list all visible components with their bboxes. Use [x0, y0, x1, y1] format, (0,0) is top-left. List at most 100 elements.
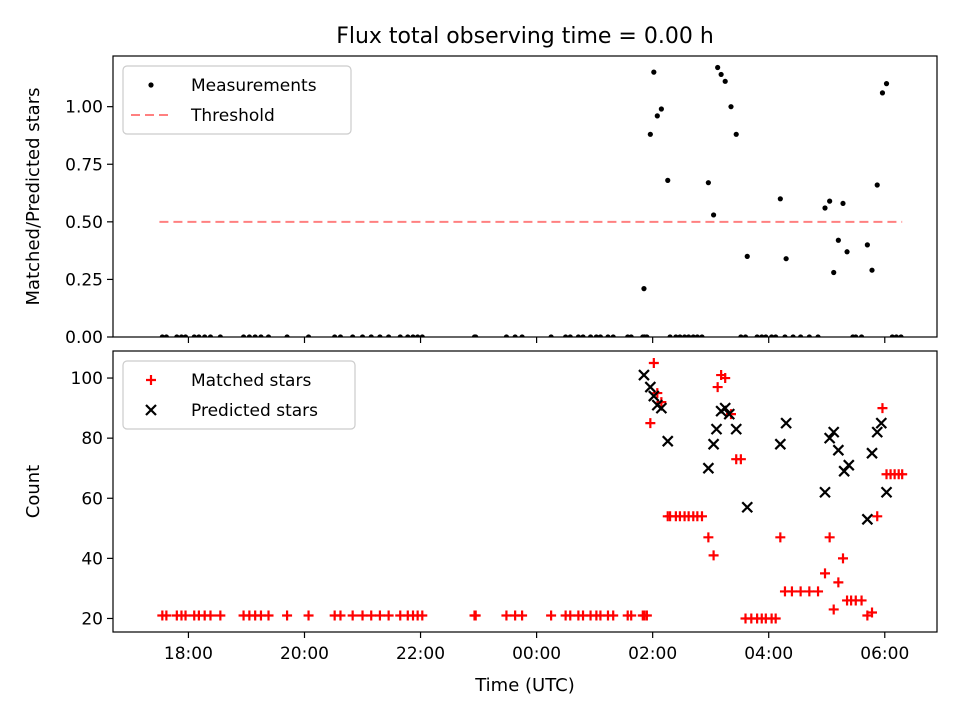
- x-tick-label: 02:00: [628, 644, 677, 664]
- measurements-point: [512, 334, 518, 337]
- measurements-point: [647, 131, 653, 137]
- matched-stars-point: [720, 373, 731, 384]
- measurements-point: [665, 177, 671, 183]
- measurements-point: [874, 182, 880, 188]
- measurements-point: [893, 334, 899, 337]
- legend-swatch: [146, 375, 156, 385]
- y-tick-label: 80: [81, 429, 103, 449]
- predicted-stars-point: [702, 462, 715, 474]
- measurements-point: [710, 212, 717, 218]
- predicted-stars-point: [827, 426, 840, 438]
- measurements-point: [759, 334, 765, 337]
- axes-frame: [112, 55, 938, 338]
- matched-stars-point: [347, 610, 358, 621]
- measurements-point: [798, 334, 804, 337]
- measurements-point: [191, 334, 197, 337]
- matched-stars-point: [366, 610, 377, 621]
- matched-stars-point: [820, 568, 831, 579]
- matched-stars-point: [470, 610, 481, 621]
- measurements-point: [207, 334, 214, 337]
- measurements-point: [782, 334, 788, 337]
- predicted-stars-point: [707, 438, 720, 450]
- measurements-point: [202, 334, 208, 337]
- measurements-point: [699, 334, 705, 337]
- measurements-point: [677, 334, 683, 337]
- predicted-stars-point: [832, 444, 845, 456]
- measurements-point: [567, 334, 573, 337]
- measurements-point: [217, 334, 223, 337]
- matched-stars-point: [383, 610, 394, 621]
- legend-swatch: [148, 82, 154, 88]
- matched-stars-point: [501, 610, 512, 621]
- measurements-point: [587, 334, 594, 337]
- measurements-point: [822, 205, 828, 211]
- matched-stars-point: [335, 610, 346, 621]
- measurements-point: [654, 113, 660, 119]
- measurements-point: [738, 334, 744, 337]
- matched-stars-point: [770, 613, 781, 624]
- y-tick-label: 20: [81, 609, 103, 629]
- measurements-point: [593, 334, 599, 337]
- measurements-point: [806, 334, 812, 337]
- measurements-point: [246, 334, 252, 337]
- matched-stars-point: [645, 418, 656, 429]
- predicted-stars-point: [880, 486, 893, 499]
- measurements-point: [178, 334, 185, 337]
- x-tick-label: 06:00: [860, 644, 909, 664]
- matched-stars-point: [726, 409, 736, 420]
- matched-stars-point: [708, 550, 719, 561]
- measurements-point: [182, 334, 189, 337]
- measurements-point: [742, 334, 749, 337]
- measurements-point: [715, 64, 721, 71]
- measurements-point: [686, 334, 692, 337]
- measurements-point: [844, 249, 850, 255]
- matched-stars-point: [735, 454, 746, 465]
- measurements-point: [835, 237, 841, 243]
- predicted-stars-point: [661, 435, 674, 447]
- measurements-point: [858, 334, 865, 337]
- y-tick-label: 0.00: [65, 328, 103, 348]
- predicted-stars-point: [710, 423, 723, 435]
- matched-stars-point: [703, 532, 714, 543]
- measurements-point: [159, 334, 165, 337]
- matched-stars-point: [205, 610, 216, 621]
- measurements-point: [405, 334, 411, 337]
- measurements-point: [548, 334, 554, 337]
- measurements-point: [350, 334, 356, 337]
- predicted-stars-point: [730, 423, 743, 435]
- measurements-point: [889, 334, 895, 337]
- legend-label: Measurements: [191, 76, 317, 96]
- predicted-stars-point: [648, 390, 660, 402]
- legend-label: Predicted stars: [191, 401, 318, 421]
- measurements-point: [673, 334, 679, 337]
- predicted-stars-point: [866, 447, 878, 459]
- matched-stars-point: [786, 586, 797, 597]
- measurements-point: [722, 78, 728, 84]
- measurements-point: [337, 334, 344, 337]
- measurements-point: [368, 334, 374, 337]
- x-tick-label: 20:00: [280, 644, 329, 664]
- measurements-point: [473, 334, 479, 337]
- measurements-point: [196, 334, 202, 337]
- measurements-point: [864, 242, 870, 248]
- predicted-stars-point: [819, 486, 831, 499]
- predicted-stars-point: [638, 369, 650, 381]
- legend: Matched stars Predicted stars: [122, 360, 356, 430]
- top-panel-ratio: 0.00 0.25 0.50 0.75 1.00 Matched/Predicted st…: [23, 55, 938, 348]
- matched-stars-point: [215, 610, 226, 621]
- measurements-point: [597, 334, 604, 337]
- matched-stars-point: [357, 610, 368, 621]
- measurements-point: [658, 106, 664, 112]
- predicted-stars-point: [644, 381, 657, 393]
- matched-stars-point: [641, 610, 652, 621]
- measurements-point: [575, 334, 581, 337]
- y-axis-label: Count: [23, 465, 44, 518]
- matched-stars-point: [180, 610, 191, 621]
- legend-label: Matched stars: [191, 371, 311, 391]
- x-tick-label: 22:00: [396, 644, 445, 664]
- x-axis-label: Time (UTC): [474, 675, 575, 696]
- measurements-point: [840, 200, 846, 207]
- measurements-point: [827, 198, 833, 204]
- y-tick-label: 1.00: [65, 98, 103, 118]
